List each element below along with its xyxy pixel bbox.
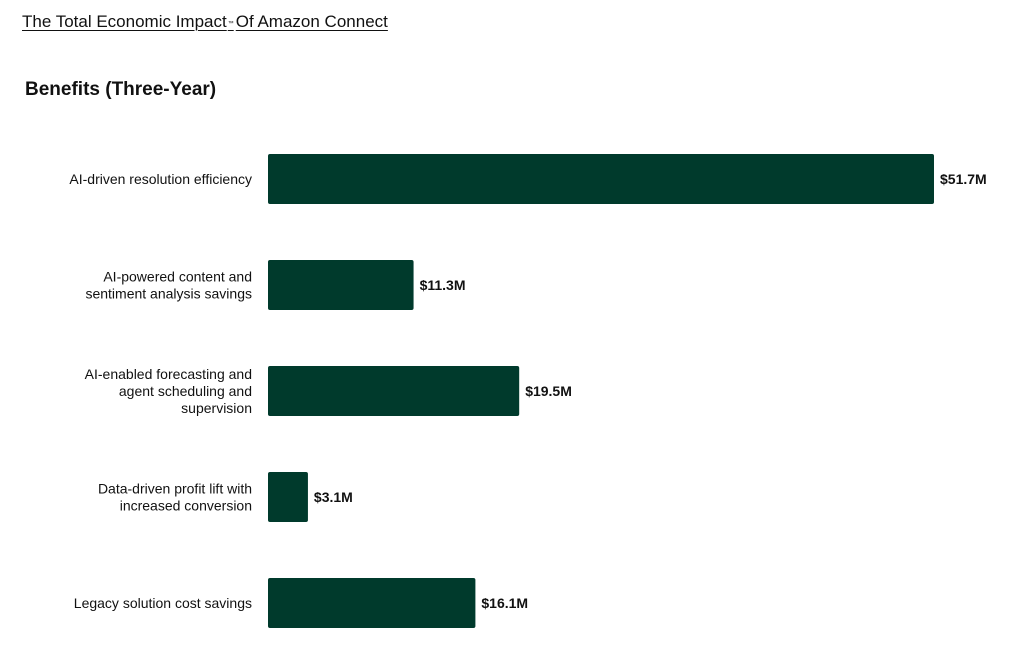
bar <box>268 260 414 310</box>
bar <box>268 472 308 522</box>
value-label: $16.1M <box>481 595 528 611</box>
category-label: AI-driven resolution efficiency <box>69 171 252 187</box>
value-label: $3.1M <box>314 489 353 505</box>
category-label-line: Legacy solution cost savings <box>74 595 252 611</box>
value-label: $51.7M <box>940 171 987 187</box>
category-label-line: agent scheduling and <box>119 383 252 399</box>
bar <box>268 366 520 416</box>
category-label: Legacy solution cost savings <box>74 595 252 611</box>
bar <box>268 154 934 204</box>
value-label: $11.3M <box>420 277 466 293</box>
report-title-main: The Total Economic Impact <box>22 12 227 31</box>
category-label: AI-powered content and sentiment analysis… <box>85 269 252 302</box>
chart-title: Benefits (Three-Year) <box>25 79 217 100</box>
category-label-line: AI-enabled forecasting and <box>85 366 252 382</box>
category-label: AI-enabled forecasting and agent scheduli… <box>85 366 252 416</box>
trademark-mark: ™ <box>227 21 234 27</box>
category-label-line: AI-driven resolution efficiency <box>69 171 252 187</box>
category-label-line: supervision <box>181 400 252 416</box>
category-label: Data-driven profit lift with increased co… <box>98 481 252 514</box>
report-title: The Total Economic Impact™ Of Amazon Conn… <box>22 11 388 33</box>
value-label: $19.5M <box>525 383 572 399</box>
category-label-line: AI-powered content and <box>103 269 252 285</box>
bar <box>268 578 476 628</box>
report-title-rest: Of Amazon Connect <box>235 12 388 31</box>
category-label-line: sentiment analysis savings <box>85 286 252 302</box>
category-label-line: Data-driven profit lift with <box>98 481 252 497</box>
category-label-line: increased conversion <box>120 498 252 514</box>
